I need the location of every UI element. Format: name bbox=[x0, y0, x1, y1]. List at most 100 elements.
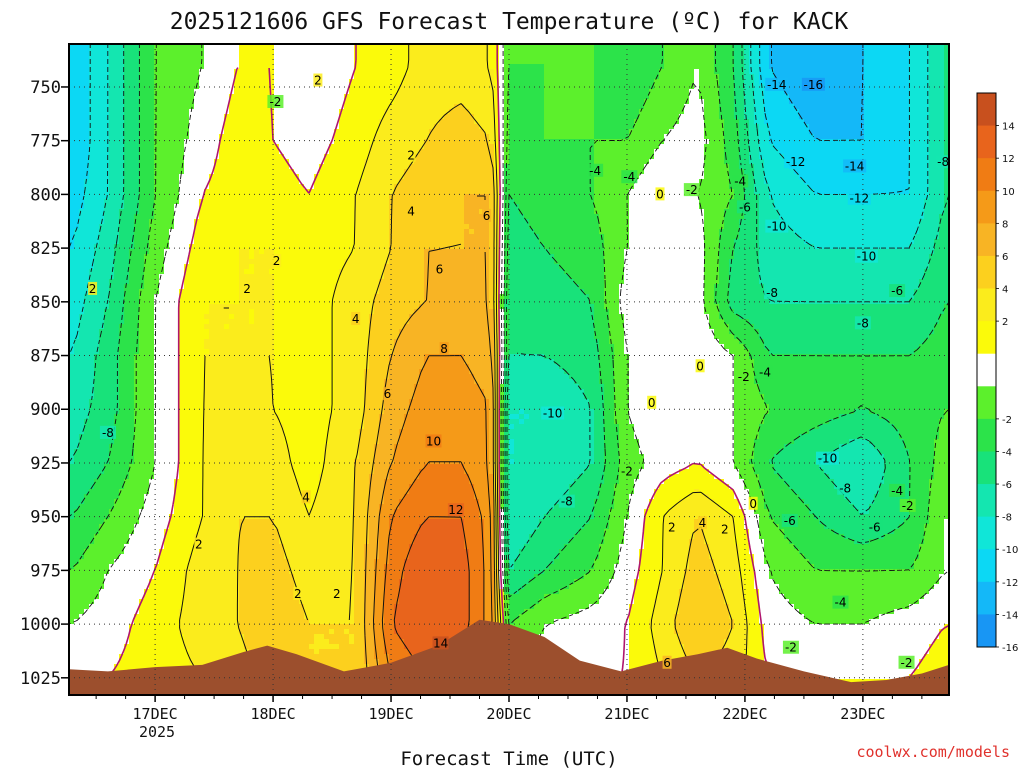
heatmap-cell bbox=[69, 644, 75, 650]
heatmap-cell bbox=[104, 219, 110, 225]
heatmap-cell bbox=[224, 219, 230, 225]
heatmap-cell bbox=[194, 494, 200, 500]
heatmap-cell bbox=[229, 134, 235, 140]
heatmap-cell bbox=[209, 539, 215, 545]
heatmap-cell bbox=[209, 409, 215, 415]
heatmap-cell bbox=[154, 499, 160, 505]
heatmap-cell bbox=[144, 189, 150, 195]
heatmap-cell bbox=[229, 119, 235, 125]
heatmap-cell bbox=[84, 174, 90, 180]
heatmap-cell bbox=[69, 204, 75, 210]
heatmap-cell bbox=[119, 164, 125, 170]
heatmap-cell bbox=[104, 114, 110, 120]
heatmap-cell bbox=[99, 289, 105, 295]
heatmap-cell bbox=[74, 614, 80, 620]
heatmap-cell bbox=[189, 209, 195, 215]
heatmap-cell bbox=[209, 349, 215, 355]
heatmap-cell bbox=[214, 459, 220, 465]
heatmap-cell bbox=[174, 369, 180, 375]
heatmap-cell bbox=[134, 404, 140, 410]
heatmap-cell bbox=[144, 489, 150, 495]
heatmap-cell bbox=[144, 329, 150, 335]
heatmap-cell bbox=[249, 554, 255, 560]
heatmap-cell bbox=[179, 589, 185, 595]
heatmap-cell bbox=[204, 399, 210, 405]
heatmap-cell bbox=[74, 384, 80, 390]
heatmap-cell bbox=[254, 304, 260, 310]
heatmap-cell bbox=[169, 404, 175, 410]
heatmap-cell bbox=[219, 214, 225, 220]
heatmap-cell bbox=[234, 254, 240, 260]
heatmap-cell bbox=[179, 574, 185, 580]
heatmap-cell bbox=[84, 274, 90, 280]
heatmap-cell bbox=[254, 69, 260, 75]
heatmap-cell bbox=[199, 109, 205, 115]
heatmap-cell bbox=[239, 344, 245, 350]
heatmap-cell bbox=[204, 279, 210, 285]
heatmap-cell bbox=[109, 364, 115, 370]
heatmap-cell bbox=[229, 219, 235, 225]
heatmap-cell bbox=[194, 424, 200, 430]
heatmap-cell bbox=[114, 449, 120, 455]
heatmap-cell bbox=[174, 394, 180, 400]
heatmap-cell bbox=[129, 169, 135, 175]
heatmap-cell bbox=[254, 84, 260, 90]
heatmap-cell bbox=[129, 349, 135, 355]
heatmap-cell bbox=[219, 394, 225, 400]
heatmap-cell bbox=[74, 89, 80, 95]
heatmap-cell bbox=[124, 69, 130, 75]
heatmap-cell bbox=[69, 624, 75, 630]
heatmap-cell bbox=[104, 584, 110, 590]
heatmap-cell bbox=[109, 409, 115, 415]
heatmap-cell bbox=[199, 284, 205, 290]
heatmap-cell bbox=[194, 229, 200, 235]
heatmap-cell bbox=[94, 519, 100, 525]
heatmap-cell bbox=[254, 439, 260, 445]
heatmap-cell bbox=[154, 99, 160, 105]
heatmap-cell bbox=[129, 309, 135, 315]
heatmap-cell bbox=[99, 634, 105, 640]
heatmap-cell bbox=[234, 84, 240, 90]
heatmap-cell bbox=[234, 189, 240, 195]
heatmap-cell bbox=[249, 159, 255, 165]
heatmap-cell bbox=[164, 439, 170, 445]
heatmap-cell bbox=[119, 339, 125, 345]
heatmap-cell bbox=[164, 134, 170, 140]
heatmap-cell bbox=[254, 474, 260, 480]
heatmap-cell bbox=[189, 524, 195, 530]
heatmap-cell bbox=[189, 499, 195, 505]
heatmap-cell bbox=[89, 139, 95, 145]
heatmap-cell bbox=[114, 249, 120, 255]
heatmap-cell bbox=[224, 84, 230, 90]
heatmap-cell bbox=[84, 64, 90, 70]
heatmap-cell bbox=[144, 354, 150, 360]
heatmap-cell bbox=[139, 364, 145, 370]
heatmap-cell bbox=[174, 259, 180, 265]
heatmap-cell bbox=[79, 489, 85, 495]
heatmap-cell bbox=[189, 314, 195, 320]
heatmap-cell bbox=[94, 94, 100, 100]
heatmap-cell bbox=[174, 94, 180, 100]
heatmap-cell bbox=[154, 219, 160, 225]
heatmap-cell bbox=[114, 244, 120, 250]
heatmap-cell bbox=[154, 344, 160, 350]
heatmap-cell bbox=[244, 409, 250, 415]
heatmap-cell bbox=[214, 234, 220, 240]
heatmap-cell bbox=[184, 334, 190, 340]
heatmap-cell bbox=[69, 269, 75, 275]
heatmap-cell bbox=[229, 384, 235, 390]
heatmap-cell bbox=[184, 529, 190, 535]
heatmap-cell bbox=[139, 474, 145, 480]
heatmap-cell bbox=[229, 224, 235, 230]
heatmap-cell bbox=[219, 594, 225, 600]
heatmap-cell bbox=[244, 239, 250, 245]
heatmap-cell bbox=[139, 219, 145, 225]
heatmap-cell bbox=[159, 284, 165, 290]
heatmap-cell bbox=[84, 529, 90, 535]
heatmap-cell bbox=[184, 579, 190, 585]
heatmap-cell bbox=[109, 534, 115, 540]
heatmap-cell bbox=[129, 389, 135, 395]
heatmap-cell bbox=[99, 594, 105, 600]
heatmap-cell bbox=[159, 464, 165, 470]
heatmap-cell bbox=[144, 84, 150, 90]
